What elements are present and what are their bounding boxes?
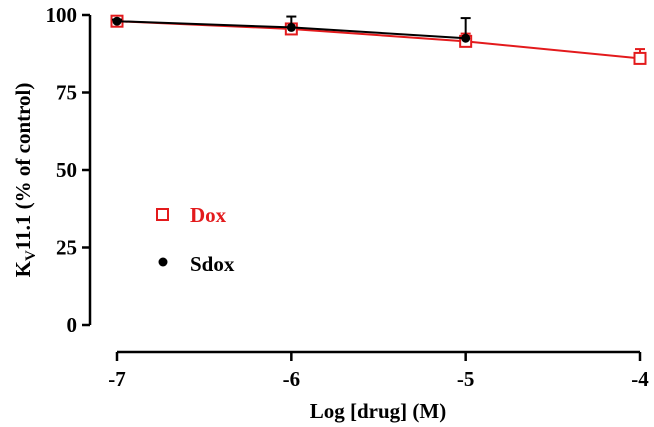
x-ticks: -7 -6 -5 -4 — [108, 352, 649, 391]
data-point — [633, 51, 647, 65]
y-axis-label: KV11.1 (% of control) — [11, 83, 39, 278]
y-tick-label: 25 — [56, 236, 77, 260]
legend-label-dox: Dox — [190, 203, 227, 227]
y-tick-label: 100 — [46, 3, 78, 27]
x-tick-label: -6 — [283, 367, 301, 391]
legend-item-dox: Dox — [156, 203, 227, 227]
y-tick-label: 50 — [56, 158, 77, 182]
axes — [88, 15, 640, 354]
x-tick-label: -4 — [631, 367, 649, 391]
legend: Dox Sdox — [156, 203, 235, 276]
y-ticks: 0 25 50 75 100 — [46, 3, 90, 337]
series-layer — [110, 14, 647, 65]
legend-item-sdox: Sdox — [158, 252, 235, 276]
series-line-dox — [116, 20, 641, 60]
x-axis-label: Log [drug] (M) — [310, 399, 446, 423]
legend-marker-sdox — [158, 257, 168, 267]
x-tick-label: -7 — [108, 367, 126, 391]
legend-label-sdox: Sdox — [190, 252, 235, 276]
y-axis-label-sub: V — [23, 250, 39, 261]
data-point — [112, 16, 122, 26]
y-axis-label-main: K — [11, 260, 35, 277]
legend-marker-dox — [156, 208, 169, 221]
data-point — [286, 22, 296, 32]
series-sdox — [112, 15, 471, 43]
y-axis-label-rest: 11.1 (% of control) — [11, 83, 35, 251]
y-tick-label: 75 — [56, 81, 77, 105]
y-tick-label: 0 — [67, 313, 78, 337]
data-point — [461, 33, 471, 43]
x-tick-label: -5 — [457, 367, 475, 391]
